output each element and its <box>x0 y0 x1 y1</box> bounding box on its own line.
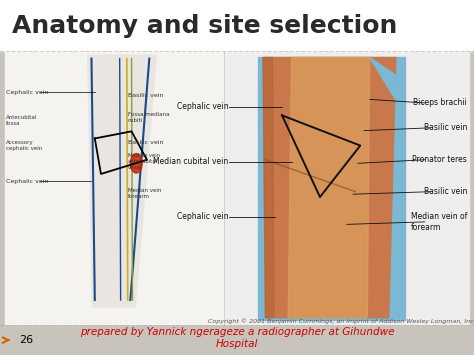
Bar <box>225 52 469 324</box>
Text: Basilic vein: Basilic vein <box>128 93 164 98</box>
Bar <box>5 52 223 324</box>
Text: Antecubital
fossa: Antecubital fossa <box>6 115 37 126</box>
Polygon shape <box>370 58 396 100</box>
Polygon shape <box>263 58 274 318</box>
Text: Basilic vein: Basilic vein <box>423 123 467 132</box>
Text: Basilic vein: Basilic vein <box>423 187 467 196</box>
Text: Biceps brachii: Biceps brachii <box>413 98 467 108</box>
Text: Median cubital vein: Median cubital vein <box>153 157 228 166</box>
Text: Accessory
cephalic vein: Accessory cephalic vein <box>6 140 42 151</box>
Text: Cephalic vein: Cephalic vein <box>177 102 228 111</box>
Text: Fossa mediana
cubiti: Fossa mediana cubiti <box>128 112 170 122</box>
Text: Anatomy and site selection: Anatomy and site selection <box>12 13 397 38</box>
Polygon shape <box>263 58 396 318</box>
Text: Cephalic vein: Cephalic vein <box>6 90 48 95</box>
Bar <box>258 57 405 320</box>
Text: Basilic vein: Basilic vein <box>128 140 164 144</box>
Text: Copyright © 2001 Benjamin Cummings, an imprint of Addison Wesley Longman, Inc.: Copyright © 2001 Benjamin Cummings, an i… <box>208 319 474 324</box>
Ellipse shape <box>130 153 142 173</box>
Text: Cephalic vein: Cephalic vein <box>6 179 48 184</box>
Text: Pronator teres: Pronator teres <box>412 155 467 164</box>
Text: Median vein
antecubital
vena: Median vein antecubital vena <box>128 153 160 170</box>
Text: Median vein
forearm: Median vein forearm <box>128 188 161 199</box>
Text: 26: 26 <box>19 335 33 345</box>
Polygon shape <box>88 55 156 307</box>
Bar <box>0 325 474 355</box>
Text: prepared by Yannick ngerageze a radiographer at Gihundwe
Hospital: prepared by Yannick ngerageze a radiogra… <box>80 327 394 349</box>
Polygon shape <box>288 58 370 318</box>
Bar <box>0 0 474 51</box>
Text: Cephalic vein: Cephalic vein <box>177 212 228 221</box>
Text: Median vein of
forearm: Median vein of forearm <box>410 212 467 231</box>
